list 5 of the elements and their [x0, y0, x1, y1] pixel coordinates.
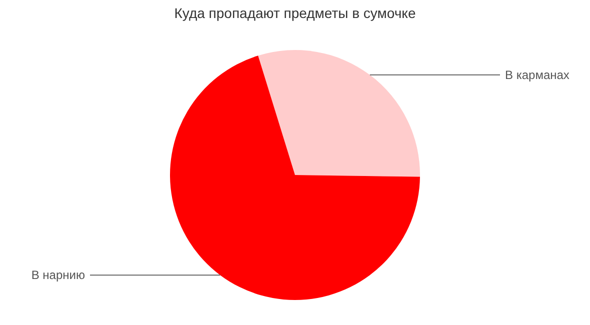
slice-label: В нарнию	[31, 268, 85, 282]
slice-label: В карманах	[505, 68, 570, 82]
pie-slice	[170, 56, 420, 300]
chart-title: Куда пропадают предметы в сумочке	[174, 5, 416, 21]
pie-slice	[258, 50, 420, 177]
